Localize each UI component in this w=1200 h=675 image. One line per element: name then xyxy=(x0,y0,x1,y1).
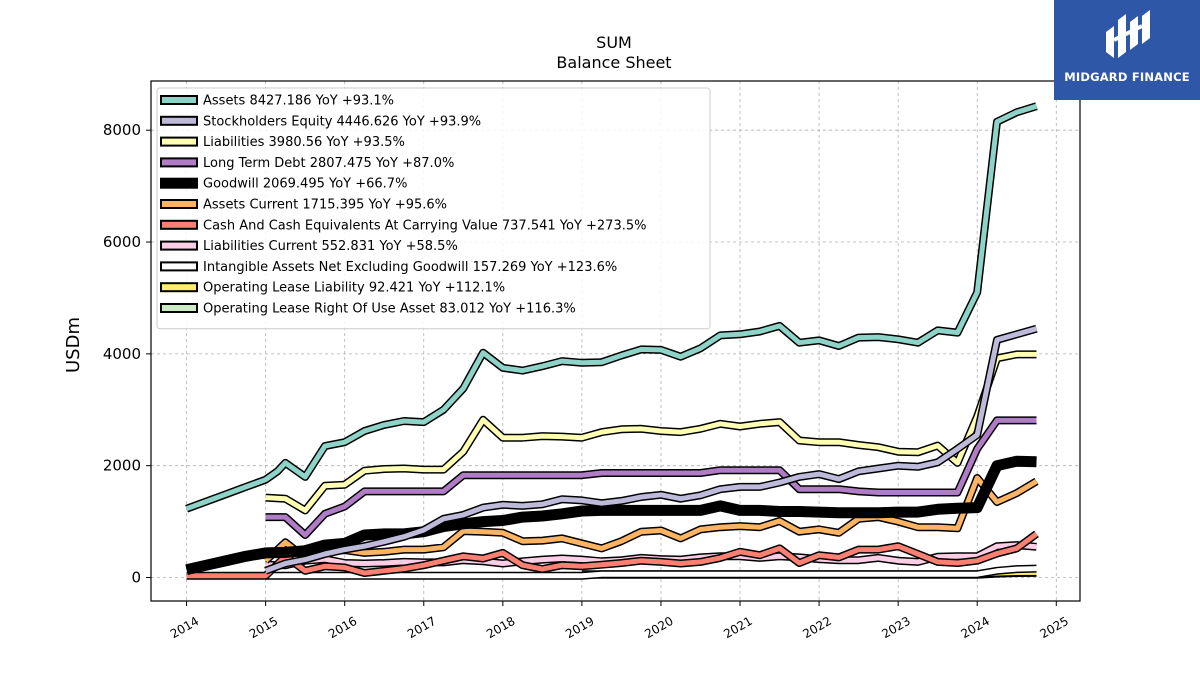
y-axis-label: USDm xyxy=(63,317,84,373)
legend-swatch xyxy=(160,157,198,168)
x-axis-ticks: 2014 2015 2016 2017 2018 2019 2020 2021 2022 2023… xyxy=(168,601,1071,641)
series-long-term-debt xyxy=(265,416,1037,539)
series-line-outline xyxy=(265,416,1037,539)
legend-label: Intangible Assets Net Excluding Goodwill… xyxy=(203,260,617,275)
y-tick-label: 2000 xyxy=(103,457,141,475)
legend-swatch xyxy=(160,261,198,272)
series-assets xyxy=(185,102,1038,513)
chart-legend: Assets 8427.186 YoY +93.1% Stockholders E… xyxy=(156,87,711,330)
legend-swatch xyxy=(160,240,198,251)
brand-mark-icon xyxy=(1106,10,1150,58)
chart-subtitle: Balance Sheet xyxy=(556,53,671,72)
legend-label: Operating Lease Liability 92.421 YoY +11… xyxy=(203,281,505,296)
series-layer xyxy=(185,102,1039,580)
legend-swatch xyxy=(160,115,198,126)
legend-label: Goodwill 2069.495 YoY +66.7% xyxy=(203,177,407,192)
x-tick-label: 2025 xyxy=(1038,614,1071,641)
x-tick-label: 2021 xyxy=(721,614,754,641)
legend-label: Liabilities 3980.56 YoY +93.5% xyxy=(203,135,405,150)
series-stockholders-equity xyxy=(264,324,1038,575)
legend-label: Assets Current 1715.395 YoY +95.6% xyxy=(203,198,447,213)
legend-label: Liabilities Current 552.831 YoY +58.5% xyxy=(203,239,458,254)
series-line xyxy=(265,566,1037,579)
x-tick-label: 2020 xyxy=(642,614,675,641)
x-tick-label: 2024 xyxy=(958,614,991,641)
series-line xyxy=(263,475,1038,563)
y-axis-ticks: 0 2000 4000 6000 8000 xyxy=(103,121,151,587)
series-line xyxy=(186,531,1038,579)
legend-label: Stockholders Equity 4446.626 YoY +93.9% xyxy=(203,114,481,129)
y-tick-label: 6000 xyxy=(103,233,141,251)
series-goodwill xyxy=(185,455,1037,576)
series-intangible-assets-net-excluding-goodwill xyxy=(265,564,1037,580)
legend-swatch xyxy=(160,219,198,230)
legend-swatch xyxy=(160,199,198,209)
brand-name: MIDGARD FINANCE xyxy=(1064,70,1190,84)
legend-swatch xyxy=(160,177,198,189)
series-line xyxy=(185,103,1038,512)
chart-title: SUM xyxy=(596,33,632,52)
x-tick-label: 2014 xyxy=(168,614,201,641)
y-tick-label: 4000 xyxy=(103,345,141,363)
x-tick-label: 2019 xyxy=(563,614,596,641)
legend-swatch xyxy=(160,95,198,105)
legend-label: Operating Lease Right Of Use Asset 83.01… xyxy=(203,302,576,317)
series-assets-current xyxy=(262,474,1039,564)
series-cash-and-cash-equivalents-at-carrying-value xyxy=(186,530,1039,580)
plot-area-frame xyxy=(150,80,1081,602)
x-tick-label: 2016 xyxy=(326,614,359,641)
x-tick-label: 2015 xyxy=(247,614,280,641)
x-tick-label: 2023 xyxy=(879,614,912,641)
series-line xyxy=(264,326,1038,574)
series-line xyxy=(185,457,1037,574)
brand-logo: MIDGARD FINANCE xyxy=(1054,0,1200,100)
y-tick-label: 8000 xyxy=(103,121,141,139)
legend-label: Cash And Cash Equivalents At Carrying Va… xyxy=(203,218,646,233)
series-line xyxy=(265,417,1037,538)
series-liabilities xyxy=(265,350,1037,515)
x-tick-label: 2017 xyxy=(405,614,438,641)
legend-label: Long Term Debt 2807.475 YoY +87.0% xyxy=(203,156,454,171)
legend-swatch xyxy=(160,303,198,313)
y-tick-label: 0 xyxy=(131,569,141,587)
x-tick-label: 2018 xyxy=(484,614,517,641)
series-line xyxy=(265,351,1037,513)
legend-swatch xyxy=(160,282,198,293)
legend-label: Assets 8427.186 YoY +93.1% xyxy=(203,94,394,109)
x-tick-label: 2022 xyxy=(800,614,833,641)
legend-box xyxy=(156,87,711,330)
legend-swatch xyxy=(160,136,198,147)
